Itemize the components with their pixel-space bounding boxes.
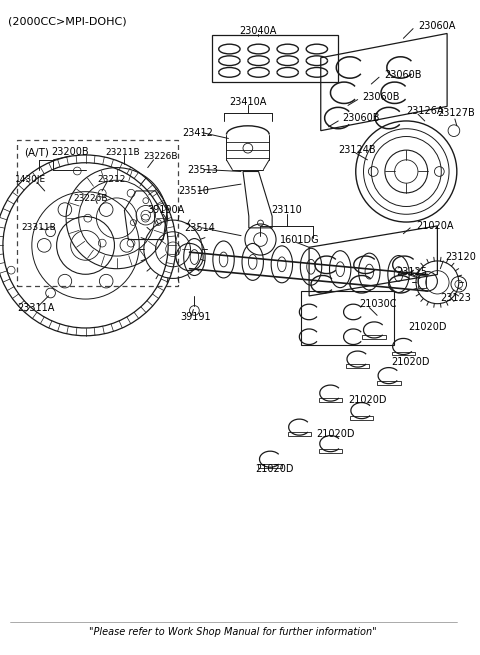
- Text: 23123: 23123: [440, 293, 471, 303]
- Text: 23120: 23120: [445, 252, 476, 262]
- Bar: [319, 398, 342, 402]
- Text: 23226B: 23226B: [144, 153, 179, 161]
- Text: 21020A: 21020A: [416, 221, 454, 231]
- Text: 39191: 39191: [180, 312, 210, 322]
- Text: 23060A: 23060A: [418, 21, 456, 31]
- Text: 23060B: 23060B: [362, 92, 400, 102]
- Text: 21020D: 21020D: [316, 429, 354, 439]
- Text: 23513: 23513: [188, 164, 218, 174]
- Text: 23510: 23510: [178, 186, 209, 196]
- Text: 23212: 23212: [97, 175, 126, 184]
- Text: 23110: 23110: [271, 206, 302, 215]
- Text: 21020D: 21020D: [348, 395, 386, 405]
- Bar: [418, 274, 426, 288]
- Text: 23126A: 23126A: [406, 106, 444, 116]
- Text: 39190A: 39190A: [148, 206, 185, 215]
- Text: (2000CC>MPI-DOHC): (2000CC>MPI-DOHC): [8, 17, 126, 27]
- Text: 21030C: 21030C: [360, 299, 397, 309]
- Bar: [346, 364, 370, 368]
- Bar: [392, 352, 415, 356]
- Bar: [319, 449, 342, 453]
- Text: 23410A: 23410A: [229, 96, 266, 107]
- Text: (A/T): (A/T): [24, 147, 49, 157]
- Text: 23211B: 23211B: [105, 147, 140, 157]
- Text: 23200B: 23200B: [51, 147, 89, 157]
- Text: 23127B: 23127B: [437, 108, 475, 118]
- Text: 23125: 23125: [396, 267, 428, 276]
- Bar: [362, 335, 386, 339]
- Bar: [288, 432, 311, 436]
- Bar: [377, 381, 400, 384]
- Text: 23060B: 23060B: [342, 113, 380, 123]
- Text: 23311B: 23311B: [22, 223, 56, 233]
- Text: 23060B: 23060B: [384, 70, 421, 81]
- Bar: [350, 416, 373, 420]
- Text: 21020D: 21020D: [255, 464, 293, 474]
- Text: 21020D: 21020D: [392, 357, 430, 367]
- Text: 23514: 23514: [185, 223, 216, 233]
- Text: 21020D: 21020D: [408, 322, 447, 332]
- Text: "Please refer to Work Shop Manual for further information": "Please refer to Work Shop Manual for fu…: [89, 627, 377, 637]
- Text: 23311A: 23311A: [17, 303, 55, 312]
- Text: 23412: 23412: [183, 128, 214, 138]
- Text: 23124B: 23124B: [338, 145, 376, 155]
- Text: 23040A: 23040A: [239, 26, 276, 35]
- Bar: [258, 464, 282, 468]
- Text: 1601DG: 1601DG: [280, 234, 320, 244]
- Bar: [212, 35, 338, 82]
- Text: 1430JE: 1430JE: [14, 175, 46, 184]
- Text: 23226B: 23226B: [73, 195, 108, 203]
